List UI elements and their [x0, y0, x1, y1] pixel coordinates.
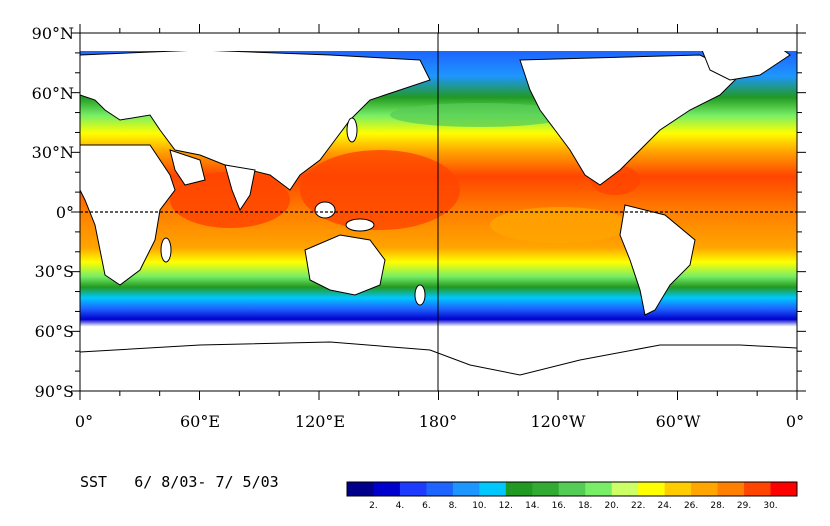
lon-label-0-left: 0°	[75, 412, 93, 431]
new-zealand	[414, 284, 426, 306]
colorbar-swatch	[505, 482, 533, 496]
lon-label-180: 180°	[419, 412, 458, 431]
colorbar-swatch	[717, 482, 745, 496]
colorbar-swatch	[558, 482, 586, 496]
lon-label-120e: 120°E	[295, 412, 345, 431]
lon-label-60e: 60°E	[180, 412, 220, 431]
lat-label-30n: 30°N	[32, 143, 74, 162]
warm-pool-west-pacific	[300, 150, 460, 230]
colorbar-label: 2.	[369, 501, 378, 511]
lat-label-eq: 0°	[56, 203, 74, 222]
madagascar	[160, 237, 172, 263]
colorbar-label: 12.	[499, 501, 513, 511]
eurasia	[80, 49, 431, 191]
colorbar-swatch	[691, 482, 719, 496]
colorbar-swatch	[373, 482, 401, 496]
lat-label-60n: 60°N	[32, 84, 74, 103]
colorbar-label: 8.	[449, 501, 458, 511]
caption: SST 6/ 8/03- 7/ 5/03	[80, 473, 279, 491]
lat-labels: 90°N 60°N 30°N 0° 30°S 60°S 90°S	[32, 24, 74, 401]
lat-label-90s: 90°S	[35, 382, 74, 401]
colorbar: 2. 4. 6. 8. 10. 12. 14. 16. 18. 20. 22. 24. 26. 28. 29…	[346, 481, 798, 511]
australia	[304, 234, 386, 296]
colorbar-label: 30.	[763, 501, 777, 511]
south-america	[619, 204, 696, 316]
lat-label-30s: 30°S	[35, 262, 74, 281]
colorbar-label: 20.	[605, 501, 619, 511]
lat-label-60s: 60°S	[35, 322, 74, 341]
map-frame	[71, 24, 806, 400]
colorbar-swatch	[426, 482, 454, 496]
colorbar-label: 6.	[422, 501, 431, 511]
borneo	[314, 201, 336, 219]
lon-labels: 0° 60°E 120°E 180° 120°W 60°W 0°	[75, 412, 804, 431]
colorbar-swatch	[532, 482, 560, 496]
colorbar-swatch	[479, 482, 507, 496]
north-pacific-green-band	[390, 103, 570, 127]
colorbar-label: 4.	[396, 501, 405, 511]
colorbar-label: 24.	[657, 501, 671, 511]
colorbar-label: 28.	[710, 501, 724, 511]
lon-label-60w: 60°W	[656, 412, 701, 431]
colorbar-label: 22.	[631, 501, 645, 511]
warm-pool-indian	[170, 172, 290, 228]
lon-label-120w: 120°W	[531, 412, 587, 431]
caption-variable: SST	[80, 473, 108, 491]
arabian-peninsula	[169, 149, 206, 186]
africa	[80, 144, 176, 286]
colorbar-swatch	[664, 482, 692, 496]
colorbar-swatch	[744, 482, 772, 496]
colorbar-swatch	[611, 482, 639, 496]
lon-label-0-right: 0°	[786, 412, 804, 431]
colorbar-swatch	[399, 482, 427, 496]
colorbar-label: 26.	[684, 501, 698, 511]
japan	[346, 117, 358, 143]
colorbar-label: 14.	[525, 501, 539, 511]
map-area	[80, 33, 797, 391]
north-america	[519, 54, 741, 186]
colorbar-swatch	[452, 482, 480, 496]
colorbar-label: 29.	[737, 501, 751, 511]
colorbar-swatch	[638, 482, 666, 496]
india	[224, 164, 256, 212]
colorbar-label: 16.	[552, 501, 566, 511]
colorbar-swatch	[585, 482, 613, 496]
colorbar-swatch	[770, 482, 798, 496]
new-guinea	[345, 218, 375, 232]
colorbar-border	[346, 481, 798, 497]
colorbar-swatch	[347, 482, 374, 496]
caption-period: 6/ 8/03- 7/ 5/03	[134, 473, 279, 491]
colorbar-label: 18.	[578, 501, 592, 511]
colorbar-label: 10.	[472, 501, 486, 511]
cold-tongue-east-pacific	[490, 207, 630, 243]
lat-label-90n: 90°N	[32, 24, 74, 43]
